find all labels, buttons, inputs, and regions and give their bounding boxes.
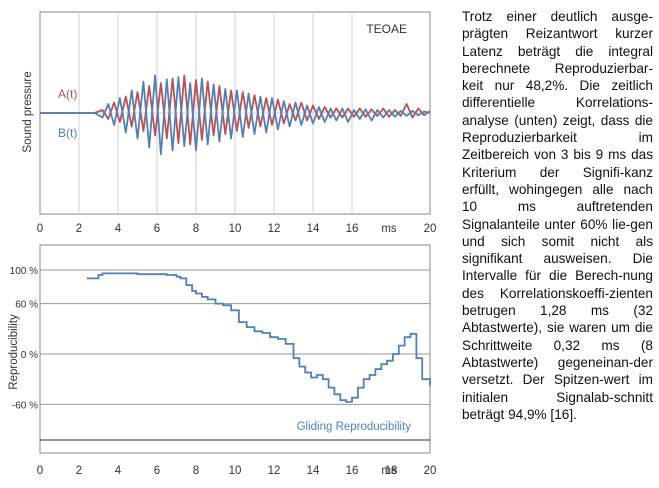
teoae-x-unit: ms (381, 223, 397, 235)
series-b-label: B(t) (58, 126, 77, 140)
repro-x-tick: 10 (229, 465, 242, 477)
repro-y-tick: 0 % (21, 350, 38, 361)
teoae-x-tick: 2 (76, 223, 82, 235)
repro-x-tick: 12 (268, 465, 281, 477)
teoae-chart: TEOAE A(t) B(t) Sound pressure 0 2 4 6 8 10 12… (22, 11, 437, 235)
repro-y-axis-label: Reproducibility (8, 314, 20, 390)
repro-gridlines (40, 269, 430, 441)
teoae-series (40, 74, 431, 156)
teoae-x-ticks: 0 2 4 6 8 10 12 14 16 20 (37, 223, 437, 235)
series-b-line (40, 74, 431, 156)
repro-x-tick: 0 (37, 465, 43, 477)
repro-y-tick: -60 % (12, 400, 38, 411)
repro-legend: Gliding Reproducibility (297, 421, 412, 433)
repro-x-ticks: 0 2 4 6 8 10 12 14 16 18 20 (37, 465, 437, 477)
teoae-x-tick: 8 (193, 223, 199, 235)
repro-x-tick: 18 (385, 465, 398, 477)
series-a-label: A(t) (58, 87, 77, 101)
repro-x-tick: 6 (154, 465, 160, 477)
description-text: Trotz einer deutlich ausge-prägten Reiza… (462, 8, 653, 423)
repro-y-ticks: 100 % 60 % 0 % -60 % (10, 266, 38, 411)
teoae-x-tick: 4 (115, 223, 122, 235)
reproducibility-chart: 100 % 60 % 0 % -60 % Reproducibility Glidin… (8, 244, 437, 477)
repro-x-tick: 14 (307, 465, 320, 477)
repro-x-tick: 4 (115, 465, 122, 477)
series-a-line (40, 74, 431, 146)
repro-x-tick: 2 (76, 465, 82, 477)
teoae-x-tick: 10 (229, 223, 242, 235)
repro-x-tick: 16 (346, 465, 359, 477)
teoae-x-tick: 20 (424, 223, 437, 235)
teoae-x-tick: 12 (268, 223, 281, 235)
teoae-y-axis-label: Sound pressure (22, 71, 34, 152)
teoae-x-tick: 0 (37, 223, 43, 235)
repro-x-unit: ms (381, 465, 397, 477)
teoae-x-tick: 14 (307, 223, 320, 235)
teoae-x-tick: 6 (154, 223, 160, 235)
description-paragraph: Trotz einer deutlich ausge-prägten Reiza… (462, 9, 653, 422)
repro-y-tick: 60 % (15, 300, 38, 311)
repro-plot-frame (39, 244, 431, 454)
figure: TEOAE A(t) B(t) Sound pressure 0 2 4 6 8 10 12… (8, 11, 437, 477)
teoae-title: TEOAE (366, 22, 407, 36)
teoae-x-tick: 16 (346, 223, 359, 235)
repro-x-tick: 8 (193, 465, 199, 477)
repro-y-tick: 100 % (10, 266, 38, 277)
repro-series (86, 272, 431, 403)
repro-x-tick: 20 (424, 465, 437, 477)
reproducibility-line (86, 272, 431, 403)
